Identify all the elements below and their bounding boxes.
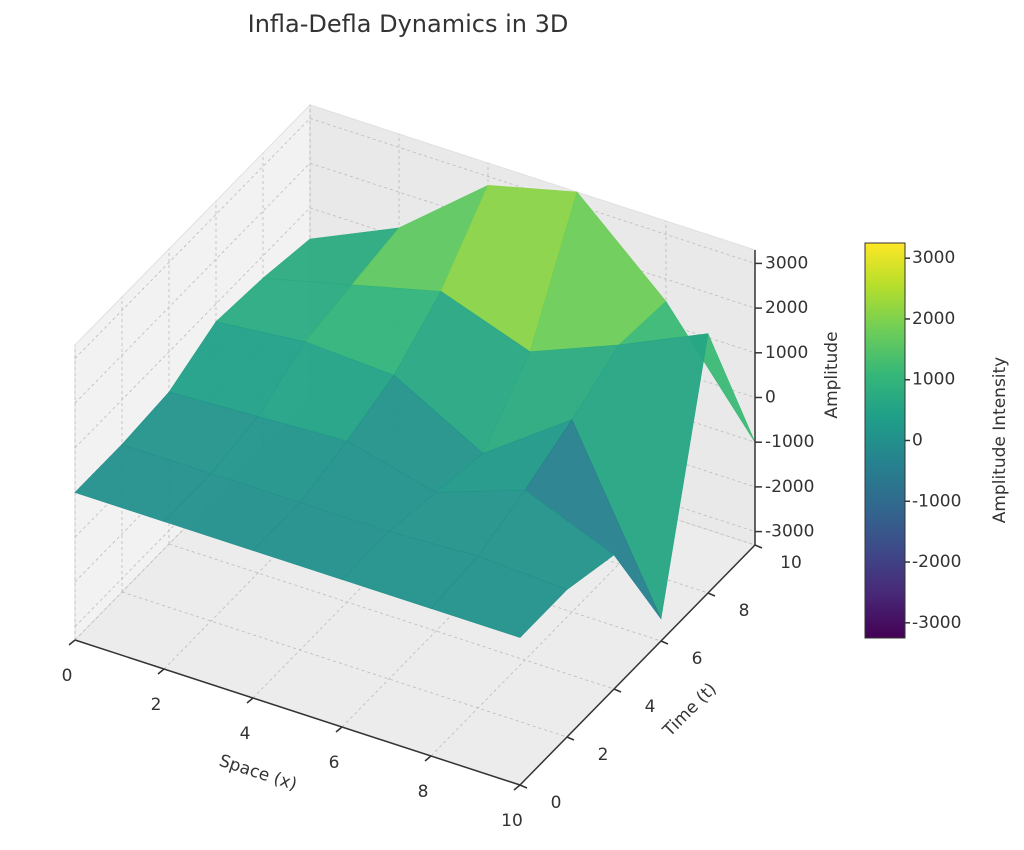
colorbar-tick-label: -3000 bbox=[912, 613, 961, 633]
z-tick-label: 1000 bbox=[765, 343, 808, 363]
colorbar-tick-label: 1000 bbox=[912, 370, 955, 390]
x-tick bbox=[424, 755, 432, 762]
y-tick bbox=[519, 784, 528, 789]
y-axis-title: Time (t) bbox=[659, 679, 721, 741]
y-tick-label: 4 bbox=[645, 697, 656, 717]
colorbar-tick-label: -2000 bbox=[912, 552, 961, 572]
colorbar-tick-label: 0 bbox=[912, 431, 923, 451]
grid-line bbox=[252, 457, 489, 699]
x-tick-label: 6 bbox=[329, 753, 340, 773]
x-tick-label: 10 bbox=[501, 811, 523, 831]
grid-line bbox=[163, 428, 400, 670]
y-tick-label: 10 bbox=[780, 553, 802, 573]
z-tick-label: -2000 bbox=[765, 477, 814, 497]
colorbar-tick-label: 3000 bbox=[912, 248, 955, 268]
y-tick bbox=[566, 736, 575, 741]
z-tick-label: -1000 bbox=[765, 432, 814, 452]
x-tick-label: 4 bbox=[240, 724, 251, 744]
y-tick-label: 0 bbox=[551, 793, 562, 813]
chart-title: Infla-Defla Dynamics in 3D bbox=[248, 10, 569, 38]
grid-line bbox=[121, 591, 568, 738]
grid-line bbox=[341, 486, 578, 728]
x-axis-title: Space (x) bbox=[217, 751, 300, 795]
x-tick bbox=[513, 784, 521, 791]
y-tick bbox=[754, 544, 763, 549]
z-tick-label: -3000 bbox=[765, 522, 814, 542]
x-tick-label: 8 bbox=[418, 782, 429, 802]
surface-cell bbox=[430, 555, 568, 638]
colorbar-tick-label: -1000 bbox=[912, 491, 961, 511]
x-tick bbox=[157, 668, 165, 675]
colorbar-title: Amplitude Intensity bbox=[990, 357, 1010, 524]
grid-line bbox=[430, 515, 667, 757]
z-tick-label: 2000 bbox=[765, 298, 808, 318]
x-axis-line bbox=[74, 639, 521, 786]
colorbar bbox=[864, 242, 906, 639]
x-tick bbox=[246, 697, 254, 704]
x-tick-label: 0 bbox=[62, 666, 73, 686]
y-tick-label: 8 bbox=[739, 601, 750, 621]
y-tick bbox=[660, 640, 669, 645]
x-tick-label: 2 bbox=[151, 695, 162, 715]
y-tick bbox=[613, 688, 622, 693]
z-tick-label: 3000 bbox=[765, 253, 808, 273]
grid-line bbox=[74, 399, 311, 641]
x-tick bbox=[335, 726, 343, 733]
plot-area: 0 2 4 6 8 10 0 2 4 6 8 10 -3000 -2000 -1000 0 1000 2000 30… bbox=[62, 103, 814, 831]
y-tick bbox=[707, 592, 716, 597]
grid-line bbox=[168, 543, 615, 690]
y-axis-line bbox=[519, 544, 756, 786]
y-tick-label: 6 bbox=[692, 649, 703, 669]
colorbar-tick-label: 2000 bbox=[912, 309, 955, 329]
z-tick-label: 0 bbox=[765, 388, 776, 408]
y-tick-label: 2 bbox=[598, 745, 609, 765]
z-axis-title: Amplitude bbox=[822, 331, 842, 418]
x-tick bbox=[68, 639, 76, 646]
